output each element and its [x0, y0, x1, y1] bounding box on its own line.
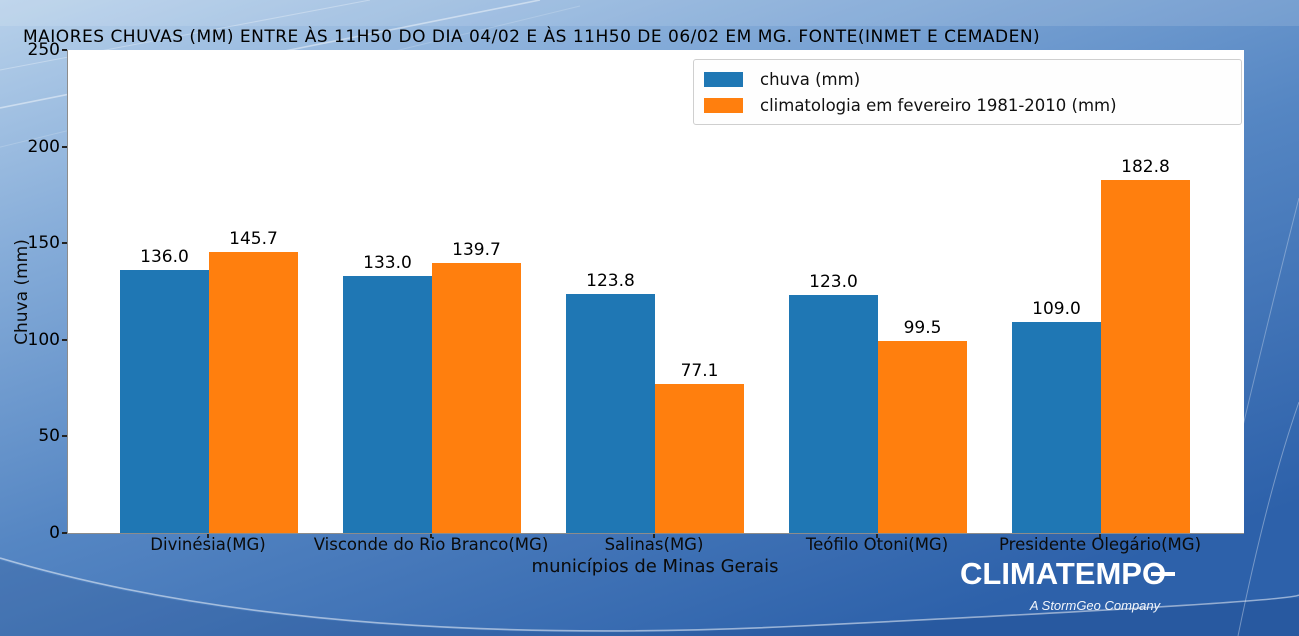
bar-chuva: [120, 270, 209, 533]
y-tick-label: 150: [27, 233, 60, 254]
bar-climatologia: [1101, 179, 1190, 533]
bar-climatologia: [878, 340, 967, 533]
background-wave-line: [0, 557, 1299, 632]
x-tick-mark: [1099, 534, 1101, 538]
climatempo-logo-text: CLIMATEMPO: [960, 556, 1167, 591]
y-tick-mark: [62, 145, 67, 148]
x-axis-title: municípios de Minas Gerais: [531, 556, 779, 577]
plot-area: 136.0 145.7 133.0 139.7 123.8 77.1 123.0 99.5 10…: [67, 50, 1244, 534]
y-tick-label: 200: [27, 136, 60, 157]
bar-climatologia: [432, 263, 521, 533]
background-wave-line: [1237, 401, 1299, 636]
bar-climatologia: [655, 384, 744, 533]
x-tick-mark: [430, 534, 432, 538]
bar-value-label: 77.1: [680, 361, 719, 382]
bar-value-label: 136.0: [140, 247, 189, 268]
climatempo-logo-dash-icon: [1151, 572, 1176, 576]
legend-swatch-blue-icon: [704, 71, 743, 87]
y-tick-mark: [62, 532, 67, 534]
legend-item-climatologia: climatologia em fevereiro 1981-2010 (mm): [704, 96, 1231, 115]
y-tick-label: 0: [49, 523, 60, 543]
bar-value-label: 99.5: [903, 317, 942, 338]
y-tick-mark: [62, 49, 67, 51]
legend-label: chuva (mm): [760, 69, 861, 89]
legend-swatch-orange-icon: [704, 97, 743, 113]
x-tick-label: Divinésia(MG): [150, 535, 266, 554]
bar-chuva: [343, 276, 432, 533]
y-tick-mark: [62, 338, 67, 341]
bar-chuva: [566, 293, 655, 533]
climatempo-tagline: A StormGeo Company: [1029, 598, 1161, 613]
x-tick-mark: [207, 534, 209, 538]
bar-climatologia: [209, 251, 298, 533]
y-tick-mark: [62, 242, 67, 245]
x-tick-mark: [876, 534, 878, 538]
y-tick-mark: [62, 435, 67, 438]
bar-value-label: 109.0: [1032, 299, 1081, 320]
bar-value-label: 182.8: [1121, 156, 1170, 177]
x-tick-label: Presidente Olegário(MG): [998, 535, 1202, 554]
bar-value-label: 133.0: [363, 253, 412, 274]
chart-legend: chuva (mm) climatologia em fevereiro 198…: [693, 59, 1242, 125]
x-tick-label: Visconde do Rio Branco(MG): [313, 535, 549, 554]
bar-value-label: 123.8: [586, 270, 635, 291]
background-wave-line: [1241, 197, 1299, 431]
bar-value-label: 123.0: [809, 272, 858, 293]
y-axis-title: Chuva (mm): [12, 239, 32, 345]
background-top-band: [0, 0, 1299, 26]
x-tick-label: Teófilo Otoni(MG): [805, 535, 949, 554]
bar-value-label: 145.7: [229, 228, 278, 249]
climatempo-logo: CLIMATEMPO: [960, 556, 1176, 592]
y-tick-label: 250: [27, 40, 60, 60]
bar-chuva: [789, 295, 878, 533]
bar-value-label: 139.7: [452, 240, 501, 261]
bar-chuva: [1012, 322, 1101, 533]
legend-item-chuva: chuva (mm): [704, 70, 1231, 89]
y-tick-label: 50: [38, 426, 60, 447]
x-tick-label: Salinas(MG): [604, 535, 704, 554]
chart-title: MAIORES CHUVAS (MM) ENTRE ÀS 11H50 DO DI…: [23, 27, 1041, 47]
background-streak: [0, 0, 371, 71]
y-tick-label: 100: [27, 329, 60, 350]
legend-label: climatologia em fevereiro 1981-2010 (mm): [760, 95, 1117, 115]
x-tick-mark: [653, 534, 655, 538]
